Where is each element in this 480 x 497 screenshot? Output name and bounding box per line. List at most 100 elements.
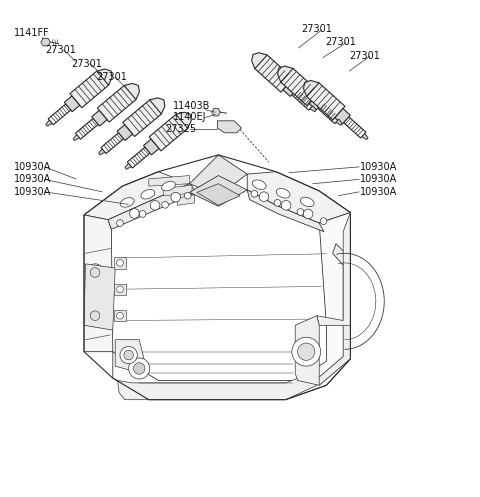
Circle shape — [281, 200, 291, 210]
Polygon shape — [190, 175, 247, 206]
Polygon shape — [127, 147, 150, 168]
Polygon shape — [309, 94, 324, 110]
Circle shape — [117, 286, 123, 293]
Text: 27301: 27301 — [349, 51, 380, 61]
Circle shape — [133, 363, 145, 374]
Polygon shape — [97, 85, 136, 122]
Circle shape — [139, 211, 146, 217]
Polygon shape — [149, 175, 190, 186]
Text: 10930A: 10930A — [14, 187, 52, 197]
Circle shape — [117, 259, 123, 266]
Text: 27301: 27301 — [46, 45, 76, 55]
Text: 10930A: 10930A — [360, 162, 397, 172]
Polygon shape — [113, 213, 350, 400]
Polygon shape — [212, 108, 220, 116]
Ellipse shape — [252, 180, 266, 189]
Circle shape — [90, 268, 100, 277]
Polygon shape — [73, 135, 80, 141]
Text: 10930A: 10930A — [360, 187, 397, 197]
Polygon shape — [336, 119, 342, 125]
Polygon shape — [118, 371, 317, 400]
Circle shape — [274, 199, 281, 206]
Ellipse shape — [300, 197, 314, 207]
Ellipse shape — [141, 189, 155, 199]
Polygon shape — [247, 190, 324, 232]
Polygon shape — [64, 96, 80, 112]
Polygon shape — [281, 69, 319, 105]
Text: 10930A: 10930A — [360, 174, 397, 184]
Polygon shape — [84, 171, 190, 220]
Circle shape — [292, 337, 321, 366]
Polygon shape — [48, 104, 71, 125]
Polygon shape — [295, 316, 319, 385]
Circle shape — [298, 343, 315, 360]
Text: 1140EJ: 1140EJ — [173, 112, 206, 122]
Polygon shape — [178, 195, 194, 205]
Text: 27301: 27301 — [71, 59, 102, 69]
Polygon shape — [149, 114, 188, 151]
Text: 27301: 27301 — [96, 72, 127, 82]
Polygon shape — [84, 155, 350, 400]
Polygon shape — [277, 66, 293, 82]
Polygon shape — [114, 257, 126, 269]
Circle shape — [86, 264, 104, 281]
Circle shape — [117, 312, 123, 319]
Circle shape — [320, 218, 327, 225]
Polygon shape — [125, 164, 132, 169]
Polygon shape — [84, 215, 113, 352]
Polygon shape — [75, 118, 98, 139]
Polygon shape — [303, 81, 319, 96]
Polygon shape — [247, 171, 350, 223]
Polygon shape — [317, 213, 350, 326]
Polygon shape — [124, 83, 139, 99]
Circle shape — [303, 209, 313, 219]
Circle shape — [259, 192, 269, 201]
Text: 27301: 27301 — [325, 37, 356, 47]
Polygon shape — [176, 112, 191, 128]
Polygon shape — [292, 89, 314, 110]
Text: 27301: 27301 — [301, 24, 332, 34]
Polygon shape — [92, 110, 107, 126]
Circle shape — [90, 311, 100, 321]
Polygon shape — [197, 184, 240, 205]
Circle shape — [171, 192, 180, 202]
Polygon shape — [97, 69, 112, 85]
Circle shape — [120, 346, 137, 364]
Polygon shape — [344, 117, 366, 138]
Polygon shape — [115, 340, 144, 373]
Polygon shape — [117, 125, 132, 141]
Circle shape — [150, 200, 160, 210]
Ellipse shape — [276, 188, 290, 198]
Circle shape — [129, 358, 150, 379]
Polygon shape — [101, 133, 124, 154]
Polygon shape — [98, 149, 105, 155]
Polygon shape — [46, 120, 52, 126]
Polygon shape — [108, 184, 197, 229]
Polygon shape — [114, 284, 126, 295]
Polygon shape — [255, 55, 293, 92]
Polygon shape — [70, 71, 108, 108]
Polygon shape — [144, 139, 159, 155]
Polygon shape — [283, 81, 299, 96]
Circle shape — [130, 209, 139, 218]
Circle shape — [251, 190, 258, 197]
Circle shape — [297, 209, 304, 215]
Polygon shape — [252, 53, 267, 69]
Polygon shape — [163, 185, 192, 196]
Polygon shape — [335, 108, 350, 124]
Circle shape — [124, 350, 133, 360]
Polygon shape — [318, 102, 340, 124]
Polygon shape — [123, 100, 161, 137]
Polygon shape — [190, 155, 247, 196]
Ellipse shape — [120, 198, 134, 207]
Polygon shape — [317, 244, 350, 385]
Polygon shape — [307, 83, 345, 120]
Text: 1141FF: 1141FF — [14, 28, 50, 38]
Circle shape — [162, 201, 168, 208]
Text: 27325: 27325 — [165, 123, 196, 134]
Text: 11403B: 11403B — [173, 101, 210, 111]
Polygon shape — [362, 134, 368, 140]
Ellipse shape — [162, 181, 175, 191]
Polygon shape — [310, 106, 316, 112]
Polygon shape — [150, 98, 165, 114]
